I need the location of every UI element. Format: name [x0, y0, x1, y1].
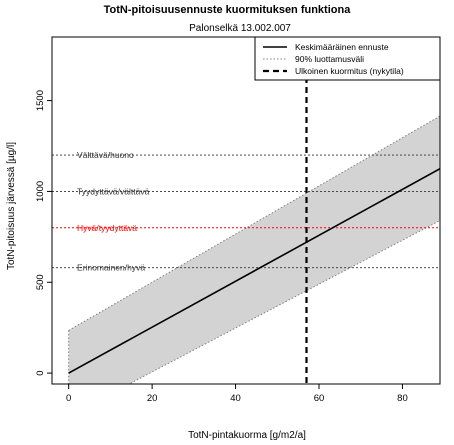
plot-clip-group: Välttävä/huono Tyydyttävä/välttävä Hyvä/ty…: [52, 37, 440, 384]
plot-area: Välttävä/huono Tyydyttävä/välttävä Hyvä/ty…: [35, 36, 441, 404]
plot-frame: [51, 36, 441, 385]
x-tick-label: 60: [314, 393, 325, 404]
y-tick-label: 1000: [35, 181, 46, 202]
x-axis-label: TotN-pintakuorma [g/m2/a]: [188, 430, 306, 441]
reference-label: Erinomainen/hyvä: [77, 263, 145, 273]
legend-label: Ulkoinen kuormitus (nykytila): [295, 66, 404, 76]
confidence-band: [68, 116, 440, 384]
legend: Keskimääräinen ennuste 90% luottamusväli U…: [254, 36, 441, 81]
chart-subtitle: Palonselkä 13.002.007: [189, 23, 291, 34]
legend-box: [254, 36, 441, 81]
legend-label: 90% luottamusväli: [295, 54, 364, 64]
band-upper-line: [68, 115, 440, 331]
reference-label: Hyvä/tyydyttävä: [77, 223, 137, 233]
x-tick-label: 0: [66, 393, 71, 404]
x-tick-label: 20: [147, 393, 158, 404]
x-tick-label: 80: [397, 393, 408, 404]
legend-label: Keskimääräinen ennuste: [295, 42, 389, 52]
reference-label: Välttävä/huono: [77, 150, 134, 160]
mean-prediction-line: [68, 168, 440, 374]
y-tick-label: 500: [35, 274, 46, 290]
y-axis-label: TotN-pitoisuus järvessä [µg/l]: [6, 142, 17, 270]
y-tick-label: 1500: [35, 90, 46, 111]
reference-label: Tyydyttävä/välttävä: [77, 186, 150, 196]
y-tick-label: 0: [35, 370, 46, 375]
chart-title: TotN-pitoisuusennuste kuormituksen funkt…: [104, 4, 352, 16]
x-tick-label: 40: [230, 393, 241, 404]
